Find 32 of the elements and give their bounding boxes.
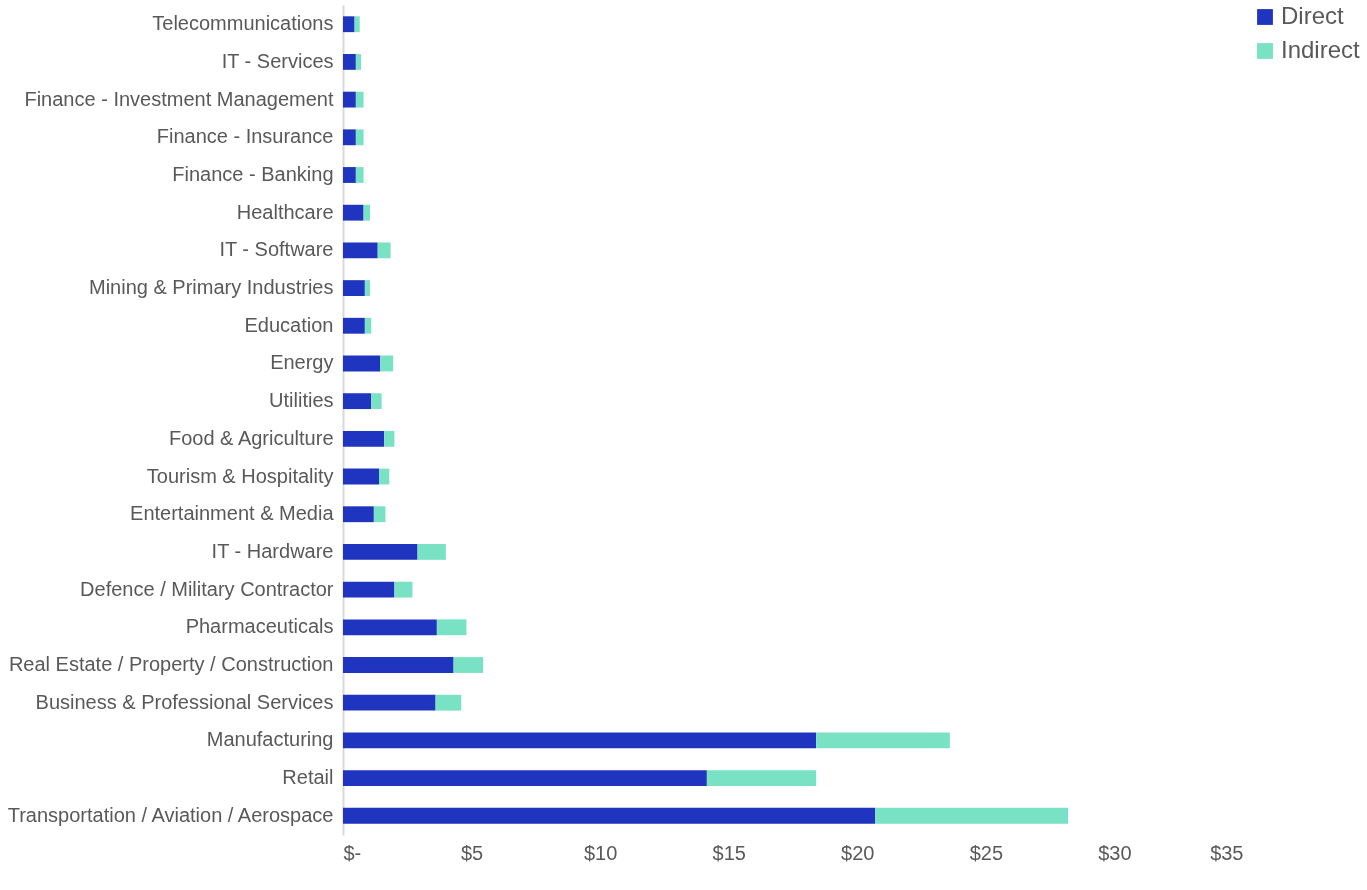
y-tick-label: Real Estate / Property / Construction: [8, 653, 334, 675]
y-tick-label: IT - Hardware: [211, 539, 334, 562]
y-tick-label: Education: [244, 313, 334, 336]
y-tick-label: Food & Agriculture: [168, 426, 334, 449]
y-tick-label: Transportation / Aviation / Aerospace: [7, 803, 334, 826]
y-tick-label: Manufacturing: [206, 728, 334, 751]
x-tick-label: $-: [343, 841, 362, 864]
y-tick-label: IT - Software: [219, 238, 334, 261]
y-tick-label: Entertainment & Media: [130, 502, 335, 525]
y-tick-label: Finance - Insurance: [156, 125, 334, 148]
y-tick-label: Healthcare: [236, 200, 334, 223]
legend-label: Direct: [1281, 2, 1344, 29]
x-tick-label: $25: [969, 841, 1004, 864]
y-tick-label: Tourism & Hospitality: [146, 464, 334, 487]
y-tick-label: Utilities: [269, 389, 334, 412]
y-tick-label: Energy: [270, 351, 334, 374]
y-tick-label: Defence / Military Contractor: [80, 577, 334, 600]
y-tick-label: Mining & Primary Industries: [88, 276, 334, 299]
x-tick-label: $5: [460, 841, 484, 864]
y-tick-label: Business & Professional Services: [35, 690, 334, 713]
y-tick-label: Pharmaceuticals: [185, 615, 334, 638]
x-tick-label: $10: [583, 841, 618, 864]
y-tick-label: Finance - Investment Management: [24, 87, 334, 110]
y-tick-label: Telecommunications: [152, 12, 334, 35]
y-tick-label: Retail: [282, 766, 334, 789]
y-tick-label: Finance - Banking: [172, 163, 334, 185]
legend-label: Indirect: [1281, 36, 1361, 63]
x-tick-label: $15: [712, 841, 746, 864]
x-tick-label: $35: [1210, 841, 1244, 864]
x-tick-label: $30: [1098, 841, 1132, 864]
x-tick-label: $20: [841, 841, 875, 864]
y-tick-label: IT - Services: [221, 49, 334, 72]
